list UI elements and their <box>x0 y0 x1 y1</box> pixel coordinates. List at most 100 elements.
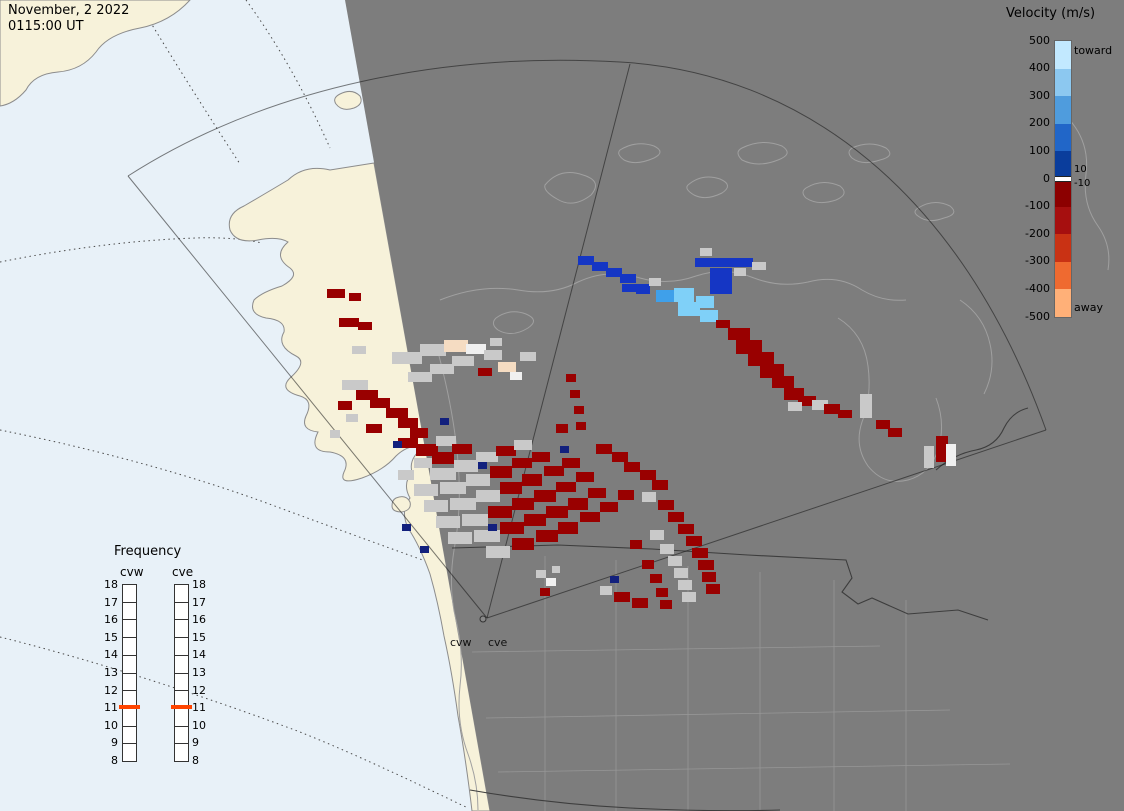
velocity-cell <box>410 428 428 438</box>
velocity-cell <box>338 401 352 410</box>
frequency-bar-segment <box>123 674 136 692</box>
velocity-cell <box>650 530 664 540</box>
velocity-cell <box>476 452 498 462</box>
velocity-cell <box>649 278 661 286</box>
velocity-colorbar-ticks: 500 400 300 200 100 0 -100 -200 -300 -400 -500 <box>990 0 1124 345</box>
velocity-cell <box>652 480 668 490</box>
velocity-cell <box>936 436 948 462</box>
velocity-cell <box>642 560 654 569</box>
fov-outer-arc <box>127 59 1047 431</box>
colorbar-segment <box>1055 68 1071 97</box>
velocity-cell <box>700 310 718 322</box>
velocity-tick-label: -300 <box>1025 254 1050 268</box>
velocity-cell <box>606 268 622 277</box>
frequency-bar-segment <box>123 709 136 727</box>
frequency-marker <box>171 705 192 710</box>
velocity-cell <box>596 444 612 454</box>
velocity-cell <box>574 406 584 414</box>
velocity-cell <box>696 296 714 308</box>
velocity-cell <box>408 372 432 382</box>
velocity-cell <box>674 288 694 302</box>
velocity-cell <box>698 560 714 570</box>
colorbar-segment <box>1055 41 1071 69</box>
velocity-cell <box>398 438 418 448</box>
velocity-cell <box>630 540 642 549</box>
velocity-cell <box>440 418 449 425</box>
colorbar-segment <box>1055 289 1071 317</box>
velocity-cell <box>656 290 676 302</box>
velocity-cell <box>736 340 762 354</box>
velocity-cell <box>692 548 708 558</box>
frequency-tick-label: 14 <box>192 648 206 662</box>
velocity-cell <box>356 390 378 400</box>
velocity-cell <box>432 452 454 464</box>
velocity-cell <box>536 570 546 578</box>
velocity-cells-layer <box>327 248 956 609</box>
velocity-cell <box>624 462 640 472</box>
velocity-cell <box>452 356 474 366</box>
radar-site-marker <box>479 615 487 623</box>
velocity-cell <box>496 446 516 456</box>
velocity-cell <box>710 268 732 294</box>
frequency-bar-segment <box>123 656 136 674</box>
frequency-tick-label: 9 <box>111 736 118 750</box>
island-haida <box>391 496 411 513</box>
velocity-cell <box>474 530 500 542</box>
velocity-cell <box>824 404 840 414</box>
velocity-cell <box>488 506 512 518</box>
velocity-cell <box>476 490 500 502</box>
toward-label: toward <box>1074 44 1113 57</box>
frequency-tick-label: 16 <box>104 613 118 627</box>
frequency-legend: Frequency cvw cve 18 17 16 15 14 13 12 11 10 9 8 1… <box>88 544 238 789</box>
velocity-cell <box>600 502 618 512</box>
velocity-cell <box>546 506 568 518</box>
timestamp-block: November, 2 2022 0115:00 UT <box>8 3 129 35</box>
frequency-bar-segment <box>175 709 188 727</box>
velocity-cell <box>700 248 712 256</box>
velocity-tick-label: 100 <box>1029 143 1050 157</box>
velocity-cell <box>566 374 576 382</box>
velocity-cell <box>580 512 600 522</box>
colorbar-segment <box>1055 123 1071 152</box>
velocity-cell <box>436 436 456 446</box>
velocity-cell <box>454 460 478 472</box>
velocity-cell <box>558 522 578 534</box>
velocity-cell <box>614 592 630 602</box>
velocity-cell <box>478 368 492 376</box>
frequency-column-cve: cve <box>172 565 194 579</box>
velocity-tick-label: -500 <box>1025 309 1050 323</box>
velocity-cell <box>812 400 828 410</box>
graticule <box>0 0 469 809</box>
frequency-labels-right: 18 17 16 15 14 13 12 11 10 9 8 <box>88 544 238 789</box>
velocity-cell <box>512 498 534 510</box>
frequency-bar-segment <box>123 603 136 621</box>
frequency-tick-label: 8 <box>111 754 118 767</box>
velocity-tick-label: 300 <box>1029 88 1050 102</box>
velocity-cell <box>650 574 662 583</box>
velocity-cell <box>618 490 634 500</box>
velocity-cell <box>660 544 674 554</box>
velocity-cell <box>510 372 522 380</box>
velocity-cell <box>524 514 546 526</box>
velocity-cell <box>330 430 340 438</box>
velocity-cell <box>728 328 750 340</box>
frequency-tick-label: 8 <box>192 754 199 767</box>
velocity-cell <box>540 588 550 596</box>
frequency-bar-segment <box>175 620 188 639</box>
velocity-cell <box>748 352 774 366</box>
velocity-cell <box>622 284 636 292</box>
velocity-tick-label: 200 <box>1029 116 1050 130</box>
velocity-cell <box>668 556 682 566</box>
velocity-cell <box>520 352 536 361</box>
velocity-cell <box>534 490 556 502</box>
velocity-cell <box>546 578 556 586</box>
away-label: away <box>1074 301 1103 314</box>
velocity-cell <box>490 338 502 346</box>
frequency-tick-label: 18 <box>192 578 206 591</box>
frequency-bar-segment <box>175 638 188 656</box>
velocity-cell <box>414 484 438 496</box>
colorbar-segment <box>1055 96 1071 124</box>
velocity-cell <box>668 512 684 522</box>
velocity-cell <box>772 376 794 388</box>
velocity-cell <box>448 532 472 544</box>
